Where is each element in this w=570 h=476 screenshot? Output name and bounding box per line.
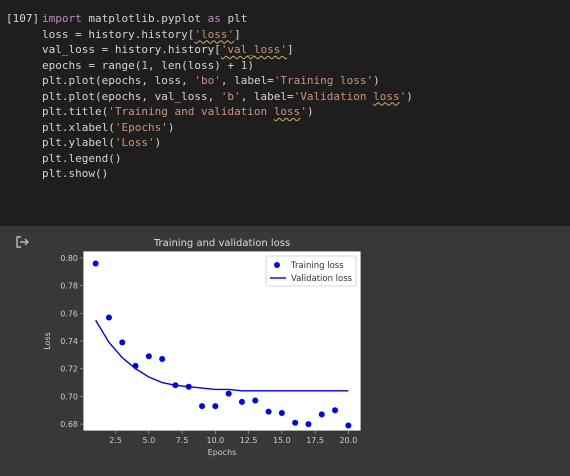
code-line: plt.legend() xyxy=(42,151,122,165)
execution-count: [107] xyxy=(6,12,40,25)
chart-title: Training and validation loss xyxy=(153,238,290,249)
y-axis-label: Loss xyxy=(43,332,52,350)
x-tick-label: 5.0 xyxy=(142,436,155,445)
code-line: plt.title('Training and validation loss'… xyxy=(42,105,314,118)
y-tick-label: 0.80 xyxy=(60,254,78,263)
x-tick-label: 2.5 xyxy=(109,436,122,445)
legend-box xyxy=(265,255,357,287)
x-tick-label: 15.0 xyxy=(273,436,291,445)
x-axis-label: Epochs xyxy=(208,448,237,457)
training-loss-point xyxy=(225,390,232,397)
training-loss-point xyxy=(345,422,352,429)
code-line: loss = history.history['loss'] xyxy=(42,27,241,41)
code-line: val_loss = history.history['val_loss'] xyxy=(42,43,294,56)
y-tick-label: 0.78 xyxy=(60,282,78,291)
training-loss-point xyxy=(159,356,166,362)
output-arrow-icon[interactable] xyxy=(16,236,30,248)
training-loss-point xyxy=(212,403,219,410)
training-loss-point xyxy=(172,382,179,389)
legend-validation-label: Validation loss xyxy=(291,274,353,284)
legend-training-marker xyxy=(274,262,280,268)
code-line: plt.show() xyxy=(42,167,109,180)
code-cell[interactable]: [107] import matplotlib.pyplot as plt lo… xyxy=(0,0,570,226)
legend-training-label: Training loss xyxy=(290,261,344,271)
training-loss-point xyxy=(119,339,126,346)
x-tick-label: 10.0 xyxy=(206,436,224,445)
training-loss-point xyxy=(292,419,299,426)
x-tick-label: 7.5 xyxy=(176,436,189,445)
training-loss-point xyxy=(199,403,206,410)
x-tick-label: 17.5 xyxy=(306,436,324,445)
training-loss-point xyxy=(105,314,112,321)
y-tick-label: 0.72 xyxy=(60,365,78,374)
training-loss-point xyxy=(145,353,152,360)
training-loss-point xyxy=(332,407,339,414)
training-loss-point xyxy=(238,398,245,405)
y-tick-label: 0.68 xyxy=(60,420,78,429)
code-line: import matplotlib.pyplot as plt xyxy=(42,12,248,25)
training-loss-point xyxy=(92,260,99,267)
code-line: plt.ylabel('Loss') xyxy=(42,136,162,149)
x-tick-label: 12.5 xyxy=(240,436,258,445)
training-loss-point xyxy=(185,383,192,390)
training-loss-point xyxy=(132,362,139,369)
training-loss-point xyxy=(265,408,272,415)
training-loss-point xyxy=(278,410,285,416)
code-line: plt.xlabel('Epochs') xyxy=(42,120,175,134)
y-tick-label: 0.74 xyxy=(60,337,78,346)
y-tick-label: 0.70 xyxy=(60,392,78,401)
code-line: epochs = range(1, len(loss) + 1) xyxy=(42,58,254,72)
code-line: plt.plot(epochs, val_loss, 'b', label='V… xyxy=(42,89,413,103)
code-editor[interactable]: import matplotlib.pyplot as plt loss = h… xyxy=(42,11,413,182)
code-line: plt.plot(epochs, loss, 'bo', label='Trai… xyxy=(42,74,380,87)
y-tick-label: 0.76 xyxy=(60,309,78,318)
training-loss-point xyxy=(305,421,312,428)
x-tick-label: 20.0 xyxy=(339,436,357,445)
validation-loss-line xyxy=(95,319,349,392)
training-loss-point xyxy=(252,397,259,404)
training-loss-point xyxy=(318,411,325,418)
